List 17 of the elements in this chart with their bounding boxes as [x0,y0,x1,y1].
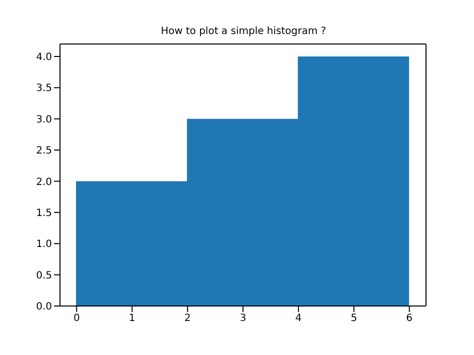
x-tick-label: 4 [295,313,302,324]
y-tick-label: 0.0 [36,302,52,313]
x-tick-label: 6 [406,313,413,324]
chart-title: How to plot a simple histogram ? [160,26,328,37]
y-tick-label: 1.5 [36,208,52,219]
x-tick-label: 0 [73,313,80,324]
y-tick-label: 1.0 [36,239,52,250]
x-tick-label: 3 [240,313,246,324]
y-tick-label: 0.5 [36,270,52,282]
y-tick-label: 3.5 [36,83,52,94]
x-tick-label: 5 [350,313,358,324]
y-tick-label: 3.0 [36,114,52,126]
y-tick-label: 2.0 [36,176,52,188]
x-tick-label: 1 [128,313,136,324]
y-tick-label: 4.0 [36,52,52,64]
x-tick-label: 2 [184,313,191,324]
y-tick-label: 2.5 [36,146,52,157]
